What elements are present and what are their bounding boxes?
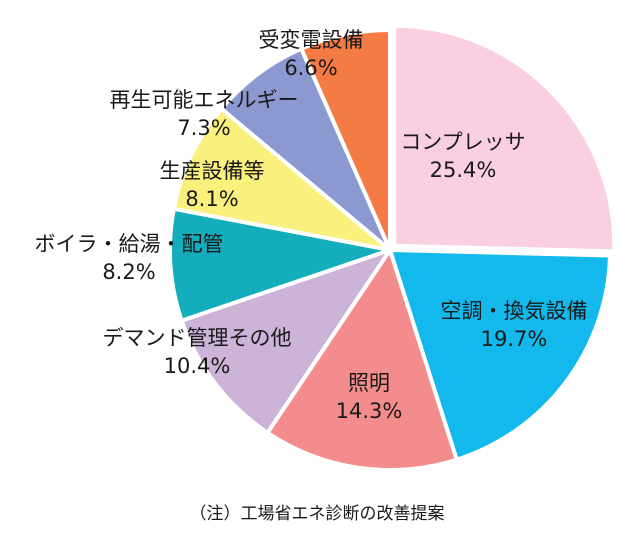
slice-label-hvac: 空調・換気設備 xyxy=(441,299,588,323)
pie-slice-substation xyxy=(299,28,392,252)
chart-note: （注）工場省エネ診断の改善提案 xyxy=(190,504,445,524)
pie-slice-production xyxy=(171,106,392,252)
slice-label-boiler: ボイラ・給湯・配管 xyxy=(35,232,224,256)
slice-label-renewable: 再生可能エネルギー xyxy=(110,88,299,112)
pie-slice-demand xyxy=(179,248,392,435)
slice-label-production: 生産設備等 xyxy=(160,159,265,183)
pie-slice-lighting xyxy=(265,248,459,472)
pie-labels: コンプレッサ 25.4% 空調・換気設備 19.7% 照明 14.3% デマンド管理その他 1… xyxy=(35,28,588,423)
slice-value-demand: 10.4% xyxy=(164,354,231,378)
slice-label-demand: デマンド管理その他 xyxy=(103,326,292,350)
pie-slices xyxy=(168,23,617,472)
slice-value-production: 8.1% xyxy=(185,187,238,211)
slice-value-renewable: 7.3% xyxy=(177,116,230,140)
pie-slice-hvac xyxy=(388,248,612,462)
slice-value-hvac: 19.7% xyxy=(481,327,548,351)
pie-slice-compressor xyxy=(392,23,617,254)
slice-value-compressor: 25.4% xyxy=(430,158,497,182)
slice-value-boiler: 8.2% xyxy=(102,260,155,284)
pie-slice-boiler xyxy=(168,206,392,323)
slice-value-lighting: 14.3% xyxy=(336,399,403,423)
slice-label-lighting: 照明 xyxy=(348,371,390,395)
slice-value-substation: 6.6% xyxy=(284,56,337,80)
slice-label-compressor: コンプレッサ xyxy=(400,130,525,154)
slice-label-substation: 受変電設備 xyxy=(259,28,364,52)
